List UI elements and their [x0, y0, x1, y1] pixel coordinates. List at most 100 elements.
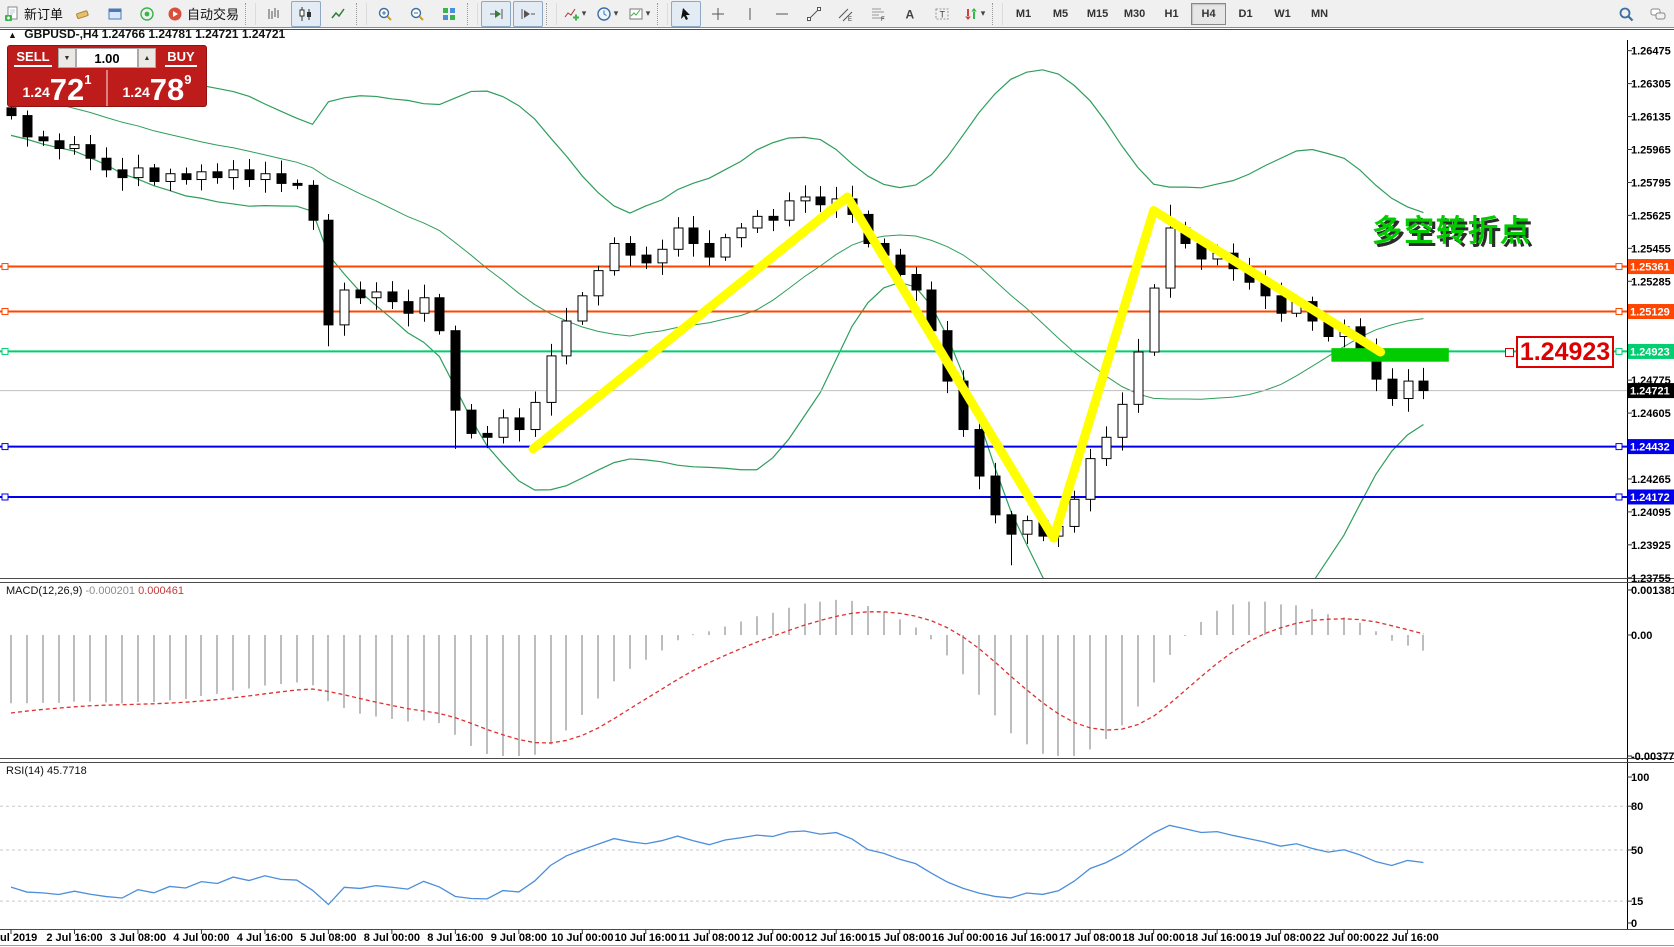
indicator-add-icon	[564, 6, 580, 22]
template-dropdown-caret[interactable]: ▾	[645, 8, 651, 18]
svg-text:1.25455: 1.25455	[1631, 243, 1671, 255]
shift-button[interactable]	[513, 0, 544, 27]
yellow-trend-zigzag	[528, 192, 1386, 543]
text-a-button[interactable]: A	[895, 1, 925, 27]
shapes-dropdown-caret[interactable]: ▾	[980, 8, 986, 18]
timeframe-w1-button[interactable]: W1	[1274, 7, 1291, 20]
timeframe-m1-button[interactable]: M1	[1015, 7, 1032, 20]
panel-splitter-rsi[interactable]	[0, 757, 1674, 764]
price-axis-drag-area[interactable]	[1628, 40, 1674, 929]
collapse-one-click-icon[interactable]: ▲	[8, 30, 17, 40]
main-toolbar: 新订单 自动交易 ▾ ▾ ▾ E F A T ▾ M1 M5 M15 M30 H1 H4 D1 W1 MN	[0, 0, 1674, 28]
macd-histogram	[10, 599, 1424, 756]
svg-text:1.23925: 1.23925	[1631, 540, 1671, 552]
macd-main-value: -0.000201	[85, 585, 136, 597]
periods-button[interactable]: ▾	[592, 1, 622, 27]
svg-text:1.26305: 1.26305	[1631, 79, 1671, 91]
sell-button[interactable]: SELL	[8, 46, 58, 70]
search-button[interactable]	[1611, 1, 1641, 27]
radar-button[interactable]	[132, 1, 162, 27]
toolbar-separator	[546, 2, 558, 25]
autoscroll-button[interactable]	[481, 0, 512, 27]
periods-icon	[596, 6, 612, 22]
timeframe-m30-button[interactable]: M30	[1123, 7, 1146, 20]
zoom-in-button[interactable]	[370, 1, 400, 27]
autotrade-button[interactable]: 自动交易	[164, 1, 242, 27]
channel-button[interactable]: E	[831, 1, 861, 27]
bars-button[interactable]	[259, 1, 289, 27]
svg-text:9 Jul 08:00: 9 Jul 08:00	[491, 932, 547, 944]
buy-price[interactable]: 1.24 78 9	[122, 72, 192, 106]
volume-input[interactable]: 1.00	[76, 48, 138, 68]
buy-button[interactable]: BUY	[156, 46, 206, 70]
eraser-button[interactable]	[68, 1, 98, 27]
svg-text:1.25965: 1.25965	[1631, 144, 1671, 156]
channel-icon: E	[838, 6, 854, 22]
timeframe-d1-button[interactable]: D1	[1238, 7, 1253, 20]
vline-button[interactable]	[735, 1, 765, 27]
svg-text:2 Jul 16:00: 2 Jul 16:00	[46, 932, 102, 944]
autotrade-label: 自动交易	[187, 7, 240, 22]
sell-price[interactable]: 1.24 72 1	[22, 72, 92, 106]
candles-button[interactable]	[291, 0, 322, 27]
zoom-in-icon	[377, 6, 393, 22]
volume-decrease-button[interactable]: ▼	[58, 48, 76, 68]
template-button[interactable]: ▾	[624, 1, 654, 27]
hline-button[interactable]	[767, 1, 797, 27]
timeframe-h4-button[interactable]: H4	[1191, 2, 1227, 25]
cursor-button[interactable]	[671, 0, 702, 27]
price-callout-box[interactable]: 1.24923	[1516, 336, 1614, 368]
svg-text:22 Jul 00:00: 22 Jul 00:00	[1313, 932, 1375, 944]
vline-icon	[742, 6, 758, 22]
shapes-button[interactable]: ▾	[959, 1, 989, 27]
linechart-button[interactable]	[323, 1, 353, 27]
timeframe-mn-button[interactable]: MN	[1310, 7, 1329, 20]
svg-text:0.001381: 0.001381	[1631, 585, 1674, 597]
svg-text:50: 50	[1631, 845, 1643, 857]
rsi-indicator-label: RSI(14) 45.7718	[6, 765, 87, 777]
timeframe-h1-button[interactable]: H1	[1164, 7, 1179, 20]
zoom-out-button[interactable]	[402, 1, 432, 27]
svg-text:8 Jul 00:00: 8 Jul 00:00	[364, 932, 420, 944]
window-button[interactable]	[100, 1, 130, 27]
text-label-button[interactable]: T	[927, 1, 957, 27]
volume-increase-button[interactable]: ▲	[138, 48, 156, 68]
chinese-annotation-text: 多空转折点	[1372, 215, 1532, 248]
search-icon	[1618, 6, 1634, 22]
trendline-button[interactable]	[799, 1, 829, 27]
toolbar-separator	[245, 2, 257, 25]
chat-button[interactable]	[1643, 1, 1673, 27]
autotrade-icon	[167, 6, 183, 22]
svg-text:15 Jul 08:00: 15 Jul 08:00	[869, 932, 931, 944]
rsi-value: 45.7718	[46, 765, 87, 777]
eraser-icon	[75, 6, 91, 22]
timeframe-m5-button[interactable]: M5	[1052, 7, 1069, 20]
new-order-button[interactable]: 新订单	[1, 1, 66, 27]
template-icon	[628, 6, 644, 22]
support-zone-rect	[1331, 348, 1449, 362]
price-axis: 1.26475 1.26305 1.26135 1.25965 1.25795 1.256…	[1627, 46, 1671, 585]
svg-text:15: 15	[1631, 896, 1643, 908]
fibo-button[interactable]: F	[863, 1, 893, 27]
timeframe-m15-button[interactable]: M15	[1086, 7, 1109, 20]
time-axis-drag-area[interactable]	[0, 930, 1627, 947]
indicator-add-button[interactable]: ▾	[560, 1, 590, 27]
toolbar-separator	[467, 2, 479, 25]
ohlc-high: 1.24781	[148, 27, 192, 41]
periods-dropdown-caret[interactable]: ▾	[613, 8, 619, 18]
tile-icon	[441, 6, 457, 22]
indicator-add-dropdown-caret[interactable]: ▾	[581, 8, 587, 18]
ohlc-close: 1.24721	[241, 27, 286, 41]
shift-icon	[520, 6, 536, 22]
svg-text:3 Jul 08:00: 3 Jul 08:00	[110, 932, 166, 944]
window-icon	[107, 6, 123, 22]
panel-splitter-macd[interactable]	[0, 577, 1674, 584]
crosshair-button[interactable]	[703, 1, 733, 27]
chart-title: ▲ GBPUSD-,H4 1.24766 1.24781 1.24721 1.2…	[8, 27, 285, 41]
svg-text:1.24172: 1.24172	[1630, 492, 1670, 504]
tile-button[interactable]	[434, 1, 464, 27]
